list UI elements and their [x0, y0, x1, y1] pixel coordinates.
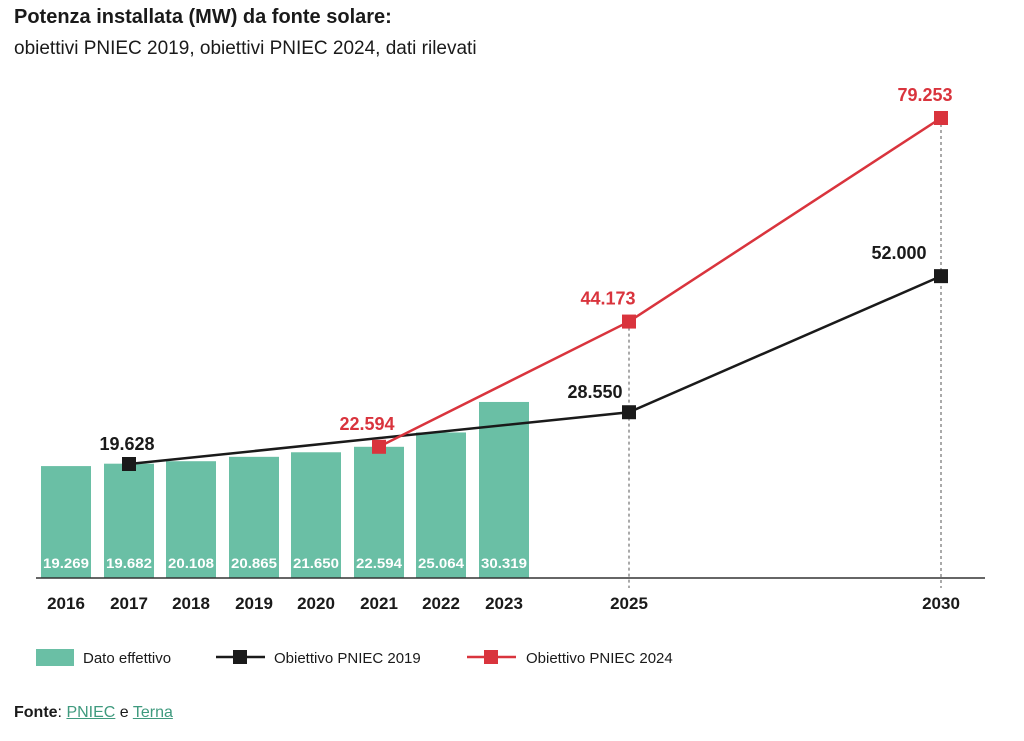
x-tick-label-2022: 2022: [422, 594, 460, 613]
x-tick-label-2021: 2021: [360, 594, 398, 613]
x-tick-label-2019: 2019: [235, 594, 273, 613]
legend-marker-pniec-2024: [484, 650, 498, 664]
bar-2016: [41, 466, 91, 578]
source-link-pniec[interactable]: PNIEC: [66, 704, 116, 721]
bar-2018: [166, 461, 216, 578]
bar-2022: [416, 432, 466, 578]
bar-2021: [354, 446, 404, 578]
source-link-terna[interactable]: Terna: [132, 704, 173, 721]
series-line-pniec-2019: [128, 275, 942, 466]
point-label-2019-2017: 19.628: [99, 434, 154, 454]
x-tick-label-2018: 2018: [172, 594, 210, 613]
source-separator: :: [57, 704, 67, 721]
x-tick-label-2016: 2016: [47, 594, 85, 613]
legend-label-bars: Dato effettivo: [83, 650, 171, 667]
source-conjunction: e: [115, 704, 133, 721]
x-tick-label-2030: 2030: [922, 594, 960, 613]
x-tick-label-2017: 2017: [110, 594, 148, 613]
x-tick-label-2023: 2023: [485, 594, 523, 613]
bar-value-label-2021: 22.594: [356, 555, 402, 571]
point-marker-2019-2017: [122, 457, 136, 471]
bar-2019: [229, 456, 279, 578]
bar-2023: [479, 401, 529, 578]
point-marker-2019-2030: [934, 269, 948, 284]
point-marker-2024-2030: [934, 111, 948, 125]
point-label-2019-2025: 28.550: [567, 382, 622, 402]
point-label-2024-2025: 44.173: [580, 289, 635, 309]
x-tick-label-2020: 2020: [297, 594, 335, 613]
legend-marker-pniec-2019: [233, 650, 247, 664]
x-tick-label-2025: 2025: [610, 594, 648, 613]
bar-value-label-2022: 25.064: [418, 555, 464, 571]
bar-value-label-2017: 19.682: [106, 555, 152, 571]
point-label-2024-2021: 22.594: [339, 414, 394, 434]
chart-title: Potenza installata (MW) da fonte solare:: [14, 6, 392, 28]
point-marker-2019-2025: [622, 405, 636, 420]
chart-subtitle: obiettivi PNIEC 2019, obiettivi PNIEC 20…: [14, 38, 477, 59]
point-marker-2024-2021: [372, 439, 386, 454]
bar-value-label-2020: 21.650: [293, 555, 339, 571]
bar-2020: [291, 452, 341, 578]
point-label-2024-2030: 79.253: [897, 85, 952, 105]
legend-label-pniec-2024: Obiettivo PNIEC 2024: [526, 650, 673, 667]
point-marker-2024-2025: [622, 314, 636, 329]
bar-value-label-2018: 20.108: [168, 555, 214, 571]
source-label: Fonte: [14, 704, 58, 721]
bar-2017: [104, 463, 154, 578]
point-label-2019-2030: 52.000: [871, 243, 926, 263]
legend-swatch-bars: [36, 649, 74, 666]
bar-value-label-2023: 30.319: [481, 555, 527, 571]
legend-label-pniec-2019: Obiettivo PNIEC 2019: [274, 650, 421, 667]
bar-value-label-2016: 19.269: [43, 555, 89, 571]
bar-value-label-2019: 20.865: [231, 555, 277, 571]
source-note: Fonte: PNIEC e Terna: [14, 704, 173, 722]
